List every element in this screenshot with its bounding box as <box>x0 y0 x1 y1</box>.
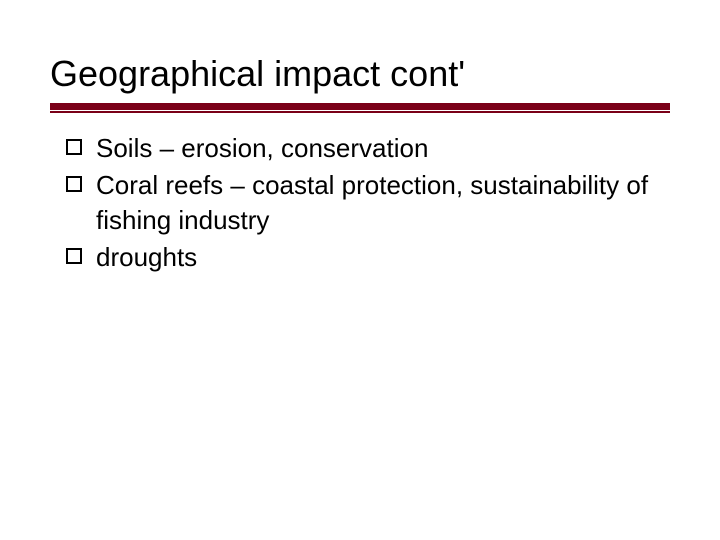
bullet-text: droughts <box>96 240 197 275</box>
list-item: droughts <box>66 240 670 275</box>
checkbox-icon <box>66 248 82 264</box>
list-item: Coral reefs – coastal protection, sustai… <box>66 168 670 238</box>
slide: Geographical impact cont' Soils – erosio… <box>0 0 720 540</box>
bullet-list: Soils – erosion, conservation Coral reef… <box>50 131 670 275</box>
slide-title: Geographical impact cont' <box>50 52 670 95</box>
list-item: Soils – erosion, conservation <box>66 131 670 166</box>
title-rule-thick <box>50 103 670 110</box>
checkbox-icon <box>66 176 82 192</box>
title-rule-thin <box>50 111 670 113</box>
checkbox-icon <box>66 139 82 155</box>
bullet-text: Soils – erosion, conservation <box>96 131 428 166</box>
bullet-text: Coral reefs – coastal protection, sustai… <box>96 168 670 238</box>
